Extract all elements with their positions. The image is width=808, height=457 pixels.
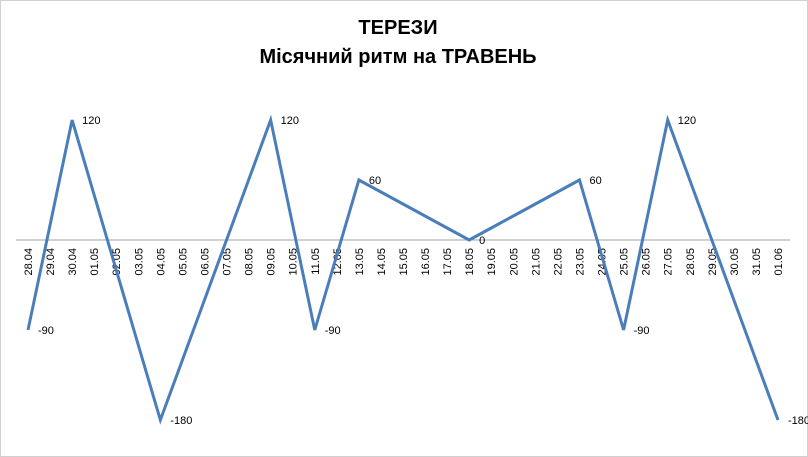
- x-tick-label: 29.04: [45, 248, 57, 276]
- x-tick-label: 09.05: [266, 248, 278, 276]
- x-tick-label: 03.05: [133, 248, 145, 276]
- x-tick-label: 22.05: [552, 248, 564, 276]
- data-label: -180: [170, 415, 192, 427]
- data-label: 60: [589, 175, 601, 187]
- series-line: [26, 114, 780, 425]
- x-tick-label: 19.05: [486, 248, 498, 276]
- x-tick-label: 06.05: [199, 248, 211, 276]
- x-tick-label: 28.04: [23, 248, 35, 276]
- x-tick-label: 26.05: [641, 248, 653, 276]
- chart-subtitle: Місячний ритм на ТРАВЕНЬ: [259, 46, 536, 68]
- x-tick-label: 10.05: [288, 248, 300, 276]
- data-label: 60: [369, 175, 381, 187]
- x-tick-label: 30.05: [729, 248, 741, 276]
- x-tick-label: 13.05: [354, 248, 366, 276]
- x-tick-label: 05.05: [177, 248, 189, 276]
- data-label: 120: [281, 115, 299, 127]
- data-label: -90: [38, 325, 54, 337]
- x-tick-label: 21.05: [530, 248, 542, 276]
- x-tick-label: 08.05: [244, 248, 256, 276]
- data-label: 0: [479, 235, 485, 247]
- x-tick-label: 04.05: [155, 248, 167, 276]
- x-tick-label: 01.06: [773, 248, 785, 276]
- x-tick-label: 02.05: [111, 248, 123, 276]
- chart-title: ТЕРЕЗИ: [358, 17, 437, 39]
- x-tick-label: 23.05: [574, 248, 586, 276]
- x-tick-label: 14.05: [376, 248, 388, 276]
- data-label: -90: [634, 325, 650, 337]
- x-tick-label: 30.04: [67, 248, 79, 276]
- x-tick-label: 18.05: [464, 248, 476, 276]
- x-tick-label: 28.05: [685, 248, 697, 276]
- x-tick-label: 12.05: [332, 248, 344, 276]
- data-label: 120: [82, 115, 100, 127]
- x-tick-label: 07.05: [222, 248, 234, 276]
- x-tick-label: 16.05: [420, 248, 432, 276]
- x-tick-label: 27.05: [663, 248, 675, 276]
- data-label: 120: [678, 115, 696, 127]
- x-tick-label: 25.05: [619, 248, 631, 276]
- data-label: -180: [788, 415, 808, 427]
- x-tick-label: 11.05: [310, 248, 322, 275]
- data-label: -90: [325, 325, 341, 337]
- x-tick-label: 20.05: [508, 248, 520, 276]
- x-tick-label: 01.05: [89, 248, 101, 276]
- x-tick-label: 17.05: [442, 248, 454, 276]
- x-tick-label: 31.05: [751, 248, 763, 276]
- x-tick-label: 15.05: [398, 248, 410, 276]
